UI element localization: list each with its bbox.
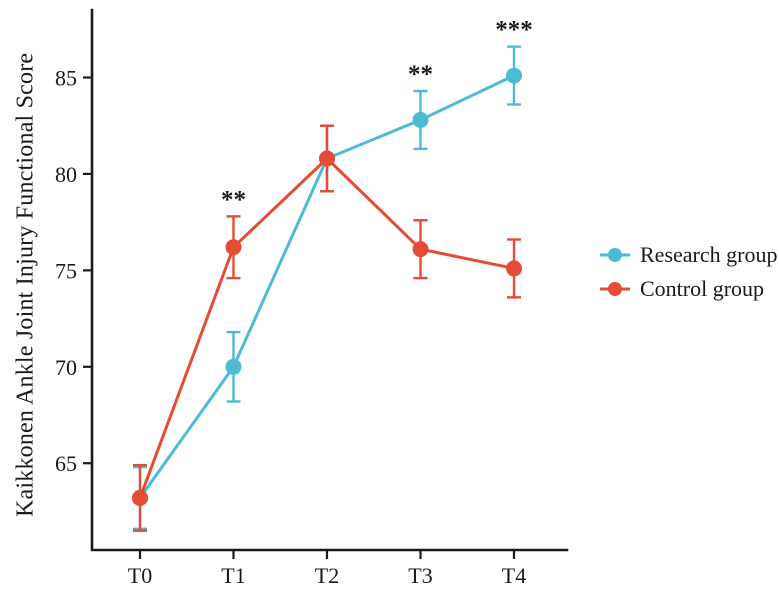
axes (90, 8, 569, 552)
data-point (319, 150, 335, 167)
y-axis-tick-label: 80 (55, 162, 77, 187)
x-axis-tick-label: T3 (408, 563, 432, 588)
significance-marker: ** (408, 61, 433, 88)
y-axis-tick-label: 70 (55, 355, 77, 380)
legend: Research group Control group (598, 242, 777, 302)
data-point (506, 67, 522, 84)
data-point (506, 260, 522, 277)
y-axis-tick-label: 75 (55, 258, 77, 283)
series-line-1 (138, 157, 515, 499)
legend-marker-dot (608, 282, 622, 296)
y-axis-tick-label: 65 (55, 451, 77, 476)
legend-marker-research-icon (600, 248, 630, 262)
legend-label-research-group: Research group (640, 242, 778, 267)
significance-marker: ** (221, 186, 246, 213)
data-point (412, 111, 429, 128)
x-axis-tick-label: T0 (128, 563, 152, 588)
data-point (412, 241, 429, 258)
significance-marker: *** (495, 17, 533, 44)
x-axis-tick-label: T2 (315, 563, 339, 588)
legend-item-research-group: Research group (598, 242, 777, 268)
x-axis-tick-label: T1 (221, 563, 245, 588)
legend-marker-dot (608, 248, 622, 262)
y-axis-label: Kaikkonen Ankle Joint Injury Functional … (12, 52, 39, 518)
data-point (132, 489, 148, 506)
y-axis-tick-label: 85 (55, 66, 77, 91)
data-point (225, 358, 242, 375)
data-point (225, 239, 242, 256)
x-axis-tick-label: T4 (502, 563, 526, 588)
legend-marker-control-icon (600, 282, 630, 296)
legend-item-control-group: Control group (598, 276, 777, 302)
legend-label-control-group: Control group (640, 276, 765, 301)
